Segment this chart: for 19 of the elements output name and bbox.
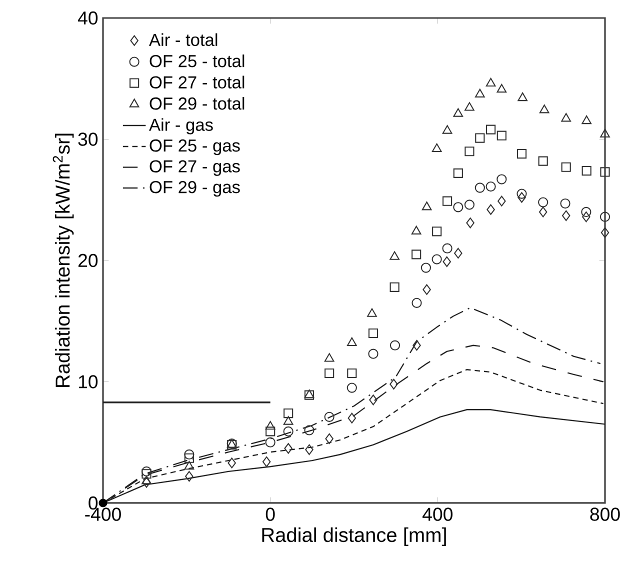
y-tick-label: 20	[78, 254, 98, 268]
legend-label: Air - total	[149, 33, 218, 46]
x-tick-label: 800	[590, 508, 620, 521]
legend-label: OF 25 - total	[150, 54, 244, 68]
y-tick-label: 0	[88, 496, 98, 510]
legend-label: OF 27 - gas	[150, 160, 240, 176]
y-tick-label: 30	[78, 132, 98, 146]
legend-label: OF 29 - total	[150, 96, 244, 110]
legend-label: OF 29 - gas	[150, 180, 240, 197]
y-tick-label: 40	[78, 11, 98, 25]
x-axis-title: Radial distance [mm]	[262, 527, 446, 546]
x-tick-label: -400	[85, 508, 121, 521]
x-tick-label: 0	[266, 508, 275, 521]
y-tick-label: 10	[78, 375, 98, 388]
legend-label: OF 25 - gas	[150, 139, 240, 156]
legend-label: Air - gas	[149, 118, 213, 134]
legend-label: OF 27 - total	[150, 76, 244, 88]
y-axis-title: Radiation intensity [kW/m$^{2}$sr]	[52, 134, 74, 388]
x-tick-label: 400	[422, 508, 453, 521]
